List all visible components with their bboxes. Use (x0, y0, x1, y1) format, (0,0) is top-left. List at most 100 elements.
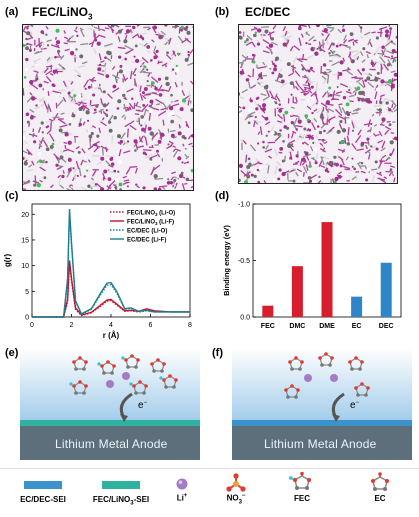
atom (318, 176, 320, 178)
bond (123, 176, 127, 178)
bond (367, 54, 368, 58)
atom (132, 384, 136, 388)
atom (294, 356, 298, 360)
atom (287, 62, 291, 66)
atom (185, 58, 189, 62)
atom (390, 138, 393, 141)
atom (142, 91, 145, 94)
atom (42, 131, 44, 133)
atom (330, 94, 333, 97)
bond (130, 121, 134, 124)
bond (126, 168, 130, 174)
bond (39, 127, 41, 132)
bond (92, 126, 95, 128)
bond (51, 121, 52, 129)
atom (85, 88, 87, 90)
atom (27, 121, 30, 124)
bond (178, 36, 182, 42)
bond (294, 46, 300, 51)
x-tick-label: 8 (188, 322, 192, 329)
bond (273, 25, 276, 29)
atom (156, 150, 159, 153)
atom (332, 43, 335, 46)
atom (109, 129, 113, 133)
electron-charge: − (144, 400, 148, 406)
atom (343, 96, 346, 99)
bond (263, 96, 270, 100)
bond (27, 37, 33, 39)
atom (266, 135, 268, 137)
atom (136, 358, 140, 362)
atom (262, 146, 265, 149)
bond (325, 104, 333, 105)
bond (148, 73, 150, 77)
bond (106, 161, 111, 165)
atom (309, 180, 312, 183)
atom (140, 36, 143, 39)
atom (364, 393, 368, 397)
bond (88, 28, 96, 31)
bond (279, 69, 281, 72)
bond (329, 119, 330, 123)
anode-label-e: Lithium Metal Anode (55, 437, 168, 451)
atom (84, 384, 88, 388)
li-ion-sphere (330, 374, 338, 382)
legend-no3: NO3− (214, 469, 258, 505)
bond (379, 131, 382, 136)
atom (379, 101, 382, 104)
bond (89, 160, 90, 163)
bond (149, 113, 150, 121)
atom (340, 60, 344, 64)
li-label-sup: + (184, 493, 188, 499)
atom (180, 107, 184, 111)
bond (43, 140, 47, 147)
atom (25, 68, 28, 71)
atom (290, 81, 294, 85)
bond (347, 71, 353, 75)
bond (293, 115, 298, 116)
atom (73, 94, 76, 97)
atom (352, 130, 354, 132)
atom (117, 134, 121, 138)
bond (140, 86, 141, 92)
bond (306, 164, 307, 170)
atom (370, 123, 372, 125)
atom (68, 168, 72, 172)
bond (101, 98, 103, 104)
bond (352, 177, 356, 180)
atom (337, 130, 341, 134)
atom (38, 152, 41, 155)
atom (115, 79, 117, 81)
atom (47, 44, 49, 46)
atom (118, 29, 122, 33)
fec-lino3-sei-label-tail: -SEI (134, 495, 150, 504)
bond (338, 29, 342, 33)
bond (360, 36, 363, 38)
atom (191, 169, 193, 172)
atom (242, 107, 245, 110)
atom (102, 371, 106, 375)
fec-molecule-icon (289, 472, 315, 494)
bond (346, 170, 352, 171)
panel-b-title: EC/DEC (245, 5, 290, 19)
bond (164, 38, 168, 39)
bond (370, 42, 372, 47)
atom (391, 55, 393, 57)
bond (27, 170, 33, 171)
bond (35, 59, 41, 62)
bond (82, 99, 86, 100)
atom (320, 363, 324, 367)
atom (348, 89, 350, 91)
atom (394, 73, 397, 77)
atom (118, 56, 121, 59)
bond (81, 160, 83, 165)
bond (375, 46, 380, 53)
bond (106, 156, 112, 157)
atom (65, 138, 67, 140)
bond (283, 26, 285, 31)
bond (97, 162, 102, 164)
atom (89, 135, 93, 139)
atom (79, 54, 83, 58)
bond (382, 155, 386, 158)
bond (239, 111, 242, 114)
